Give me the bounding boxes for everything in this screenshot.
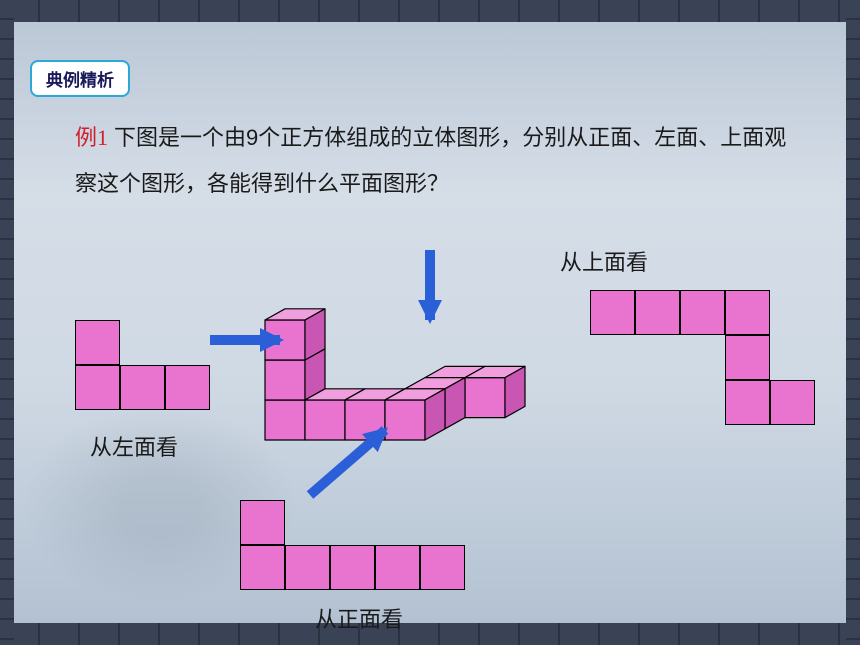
border-bottom bbox=[0, 623, 860, 645]
example-number: 例1 bbox=[75, 125, 108, 150]
border-left bbox=[0, 0, 14, 645]
section-badge: 典例精析 bbox=[30, 60, 130, 97]
problem-body: 下图是一个由9个正方体组成的立体图形，分别从正面、左面、上面观察这个图形，各能得… bbox=[75, 125, 786, 196]
view-cell bbox=[75, 365, 120, 410]
view-cell bbox=[240, 545, 285, 590]
view-cell bbox=[165, 365, 210, 410]
view-cell bbox=[770, 380, 815, 425]
view-cell bbox=[120, 365, 165, 410]
view-cell bbox=[375, 545, 420, 590]
view-cell bbox=[635, 290, 680, 335]
problem-statement: 例1下图是一个由9个正方体组成的立体图形，分别从正面、左面、上面观察这个图形，各… bbox=[75, 115, 800, 207]
view-cell bbox=[725, 380, 770, 425]
view-cell bbox=[725, 335, 770, 380]
view-cell bbox=[285, 545, 330, 590]
border-right bbox=[846, 0, 860, 645]
view-cell bbox=[725, 290, 770, 335]
view-cell bbox=[420, 545, 465, 590]
view-cell bbox=[330, 545, 375, 590]
border-top bbox=[0, 0, 860, 22]
label-front-view: 从正面看 bbox=[315, 602, 403, 634]
view-cell bbox=[75, 320, 120, 365]
view-cell bbox=[680, 290, 725, 335]
label-left-view: 从左面看 bbox=[90, 430, 178, 462]
isometric-figure bbox=[255, 270, 615, 530]
